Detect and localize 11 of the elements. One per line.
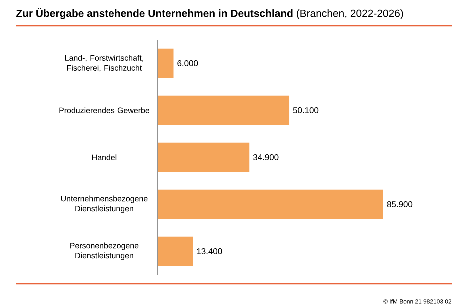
data-label: 13.400 bbox=[197, 248, 222, 254]
chart-title: Zur Übergabe anstehende Unternehmen in Deutschland (Branchen, 2022-2026) bbox=[16, 8, 404, 20]
bar bbox=[158, 48, 174, 78]
bar bbox=[158, 236, 194, 266]
bar bbox=[158, 96, 290, 126]
data-label: 85.900 bbox=[387, 202, 413, 208]
bar bbox=[158, 142, 250, 172]
data-label: 50.100 bbox=[293, 108, 319, 114]
bar bbox=[158, 190, 384, 220]
data-label: 6.000 bbox=[178, 60, 198, 66]
data-label: 34.900 bbox=[253, 154, 279, 160]
